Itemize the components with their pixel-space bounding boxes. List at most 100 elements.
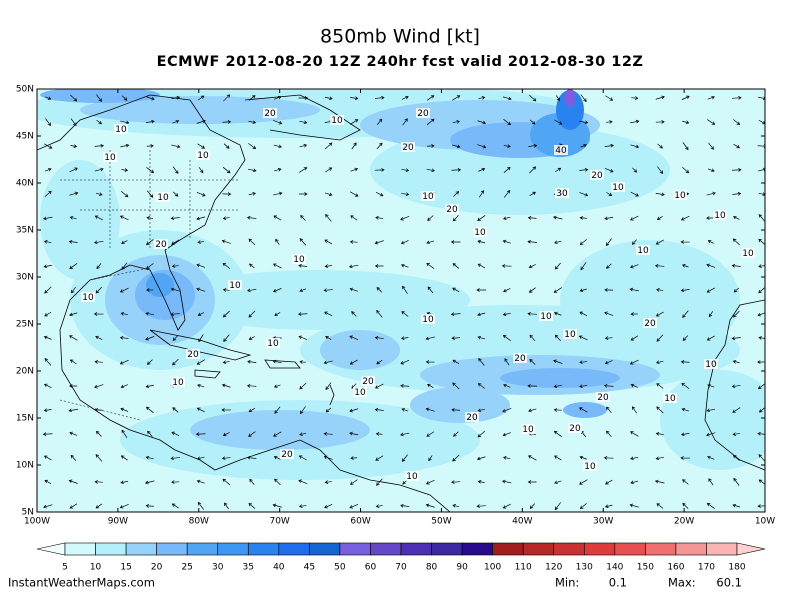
wind-arrow [656, 406, 664, 414]
wind-arrow [758, 407, 765, 413]
wind-arrow [121, 429, 128, 438]
wind-arrow [553, 384, 562, 389]
wind-arrow [528, 143, 538, 148]
lat-label: 50N [16, 85, 34, 95]
wind-arrow [732, 503, 741, 508]
wind-arrow [170, 312, 180, 317]
wind-arrow [44, 143, 53, 149]
contour-label: 10 [267, 339, 279, 349]
wind-arrow [324, 264, 332, 268]
contour-label: 10 [664, 394, 676, 404]
wind-arrow [554, 455, 562, 461]
wind-arrow [452, 359, 460, 365]
wind-arrow [246, 455, 257, 460]
wind-arrow [42, 432, 53, 436]
wind-arrow [221, 456, 231, 461]
wind-arrow [95, 454, 103, 462]
contour-label: 10 [172, 378, 184, 388]
wind-arrow [69, 431, 78, 436]
wind-arrow [732, 407, 741, 413]
wind-arrow [604, 167, 614, 173]
contour-label: 10 [104, 153, 116, 163]
wind-arrow [630, 191, 639, 197]
wind-arrow [655, 192, 665, 197]
wind-arrow [654, 479, 665, 484]
wind-arrow [222, 432, 230, 437]
contour-label: 20 [591, 171, 603, 181]
shade-50-60 [564, 89, 576, 107]
wind-arrow [146, 288, 154, 292]
wind-arrow [501, 264, 512, 268]
colorbar: 5 10 15 20 25 30 35 40 45 50 60 70 80 90 100 110 120 130 1… [36, 542, 766, 573]
wind-arrow [324, 480, 332, 484]
contour-label: 10 [705, 360, 717, 370]
wind-arrow [298, 263, 308, 268]
contour-label: 10 [331, 116, 343, 126]
wind-arrow [248, 120, 257, 125]
wind-arrow [425, 360, 435, 364]
wind-arrow [273, 120, 283, 125]
wind-arrow [171, 431, 180, 437]
colorbar-box [492, 542, 524, 556]
contour-label-bg [171, 377, 185, 387]
wind-arrow [120, 120, 130, 125]
wind-arrow [375, 95, 385, 100]
wind-arrow [680, 456, 690, 460]
wind-arrow [119, 359, 129, 365]
wind-arrow [579, 239, 587, 246]
colorbar-label: 120 [545, 563, 562, 573]
contour-label: 10 [612, 183, 624, 193]
contour-label: 20 [155, 240, 167, 250]
colorbar-box [706, 542, 738, 556]
wind-arrow [706, 432, 716, 437]
wind-arrow [146, 216, 154, 220]
wind-arrow [146, 167, 155, 173]
wind-arrow [198, 334, 204, 343]
wind-arrow [146, 239, 154, 245]
wind-arrow [554, 502, 561, 511]
wind-arrow [196, 119, 206, 124]
wind-arrow [553, 287, 562, 293]
wind-arrow [120, 191, 129, 198]
wind-arrow [68, 239, 78, 244]
wind-arrow [655, 95, 665, 100]
contour-label: 10 [197, 151, 209, 161]
colorbar-box [309, 542, 341, 556]
wind-arrow [374, 407, 384, 412]
wind-arrow [477, 430, 486, 438]
wind-arrow [374, 335, 384, 340]
wind-arrow [579, 311, 588, 317]
wind-arrow [502, 479, 512, 484]
wind-arrow [629, 264, 639, 269]
wind-arrow [222, 192, 232, 196]
contour-label: 20 [569, 424, 581, 434]
wind-arrow [605, 238, 612, 247]
wind-arrow [323, 432, 333, 436]
contour-label-bg [539, 311, 553, 321]
contour-label: 10 [354, 388, 366, 398]
wind-arrow [248, 310, 256, 318]
coastlines [37, 94, 765, 512]
min-label: Min: [555, 576, 579, 590]
colorbar-label: 5 [62, 563, 68, 573]
wind-arrow [630, 383, 638, 388]
lat-label: 5N [22, 508, 34, 518]
wind-arrow [195, 432, 206, 436]
wind-arrow [248, 408, 256, 413]
wind-arrow [145, 336, 155, 341]
wind-arrow [451, 168, 462, 172]
wind-arrow [604, 288, 614, 292]
wind-arrow [197, 312, 204, 316]
wind-arrow [349, 335, 359, 341]
wind-arrow [629, 359, 639, 365]
wind-arrow [682, 502, 689, 509]
wind-arrow [44, 358, 52, 366]
contour-label-bg [405, 471, 419, 481]
contour-label-bg [713, 210, 727, 220]
wind-arrow [401, 168, 410, 173]
wind-arrow [528, 408, 537, 413]
wind-arrow [682, 335, 689, 341]
wind-arrow [94, 408, 103, 412]
wind-arrow [604, 143, 614, 148]
wind-arrow [196, 407, 205, 413]
